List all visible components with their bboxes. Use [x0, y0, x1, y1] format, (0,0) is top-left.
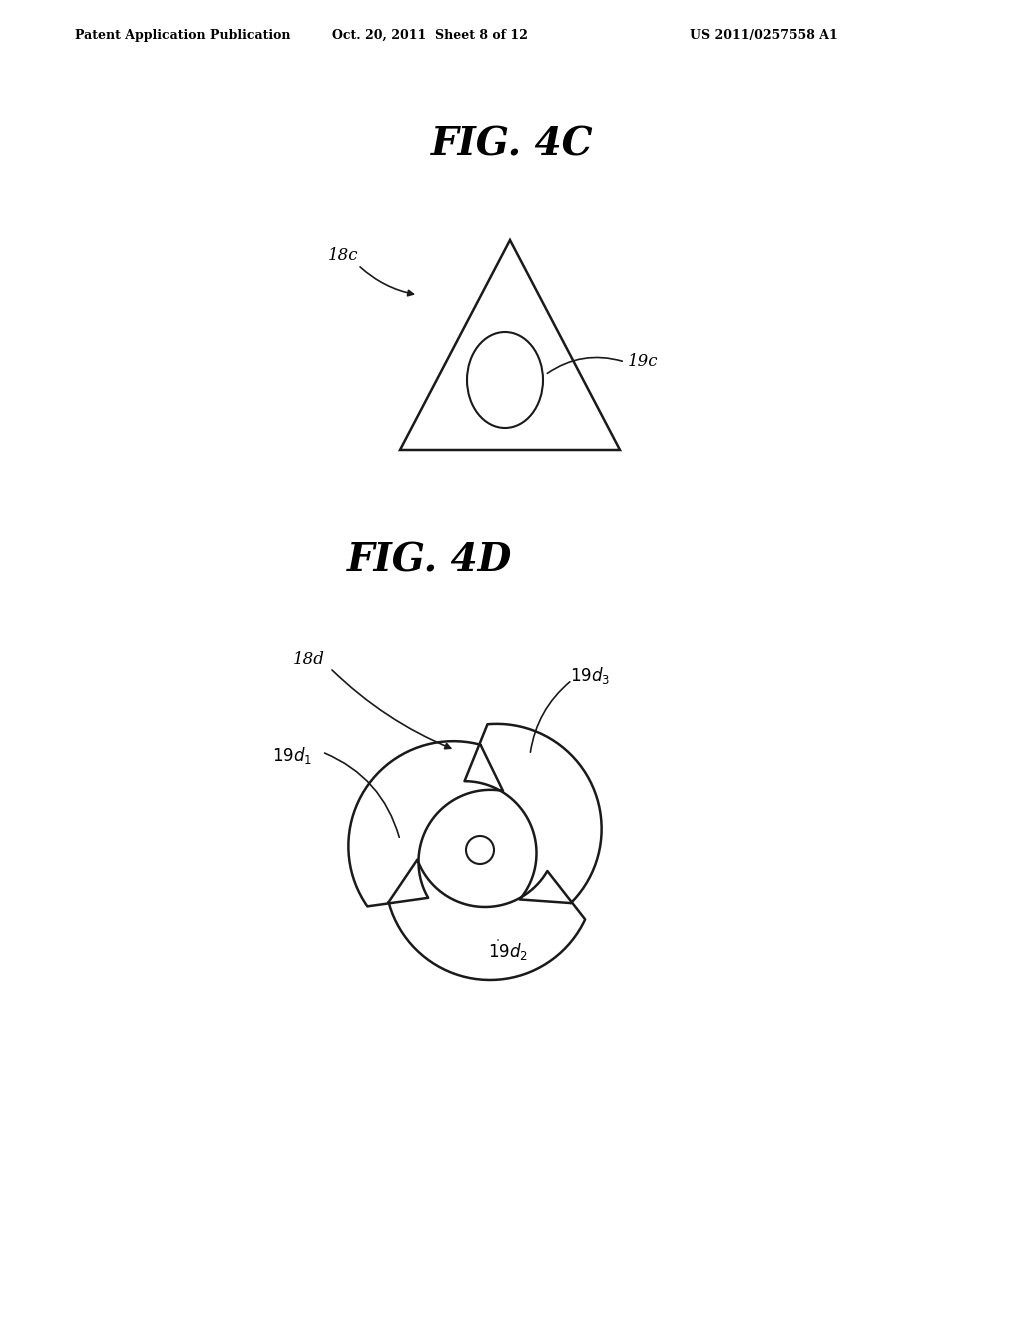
Text: $\mathit{19d_1}$: $\mathit{19d_1}$ — [272, 744, 312, 766]
Text: US 2011/0257558 A1: US 2011/0257558 A1 — [690, 29, 838, 41]
Text: Patent Application Publication: Patent Application Publication — [75, 29, 291, 41]
Text: $\mathit{19d_2}$: $\mathit{19d_2}$ — [488, 941, 528, 962]
Text: $\mathit{19d_3}$: $\mathit{19d_3}$ — [570, 664, 610, 685]
Text: FIG. 4C: FIG. 4C — [431, 125, 593, 164]
Text: FIG. 4D: FIG. 4D — [347, 541, 513, 579]
Text: 19c: 19c — [628, 354, 658, 371]
Text: 18c: 18c — [328, 247, 358, 264]
Text: Oct. 20, 2011  Sheet 8 of 12: Oct. 20, 2011 Sheet 8 of 12 — [332, 29, 528, 41]
Text: 18d: 18d — [293, 652, 325, 668]
